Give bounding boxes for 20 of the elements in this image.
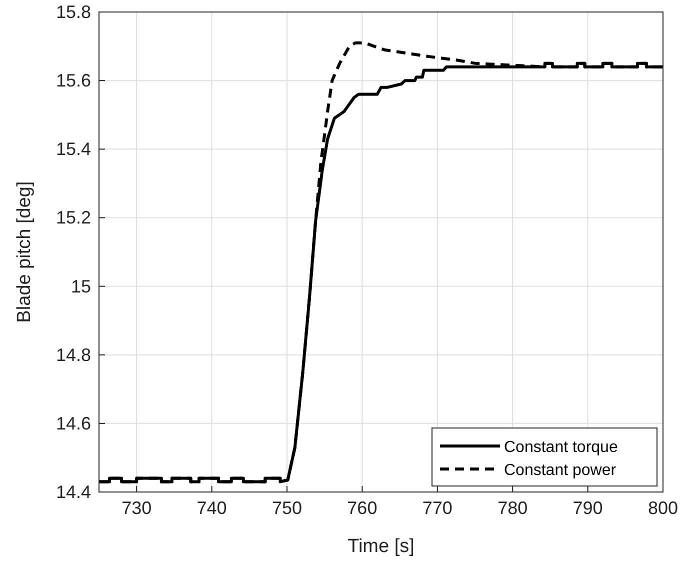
legend-label: Constant power bbox=[504, 462, 617, 479]
y-tick-label: 14.4 bbox=[56, 482, 91, 502]
x-tick-label: 780 bbox=[498, 498, 528, 518]
y-axis-title: Blade pitch [deg] bbox=[14, 181, 35, 323]
x-axis-title: Time [s] bbox=[348, 536, 414, 557]
y-tick-label: 15.2 bbox=[56, 208, 91, 228]
x-tick-label: 800 bbox=[648, 498, 678, 518]
legend-label: Constant torque bbox=[504, 439, 618, 456]
x-tick-label: 730 bbox=[122, 498, 152, 518]
x-tick-label: 760 bbox=[347, 498, 378, 518]
x-tick-label: 790 bbox=[572, 498, 603, 518]
x-tick-label: 770 bbox=[422, 498, 452, 518]
y-tick-label: 15.6 bbox=[56, 70, 91, 91]
y-tick-label: 15 bbox=[70, 276, 91, 296]
y-tick-label: 15.8 bbox=[56, 2, 91, 22]
x-tick-label: 740 bbox=[196, 498, 227, 518]
y-tick-label: 14.8 bbox=[56, 344, 91, 365]
y-tick-label: 15.4 bbox=[56, 139, 91, 160]
y-tick-label: 14.6 bbox=[56, 413, 91, 434]
x-tick-label: 750 bbox=[272, 498, 302, 518]
